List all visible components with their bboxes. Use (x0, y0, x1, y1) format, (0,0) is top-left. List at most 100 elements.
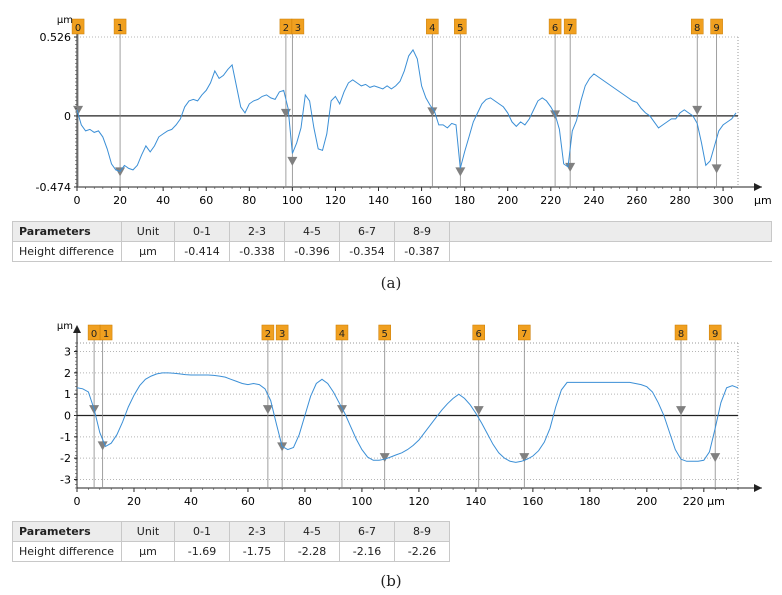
header-6-7: 6-7 (339, 221, 395, 242)
x-tick-label: 20 (113, 194, 127, 207)
marker-flag (690, 18, 704, 35)
marker-triangle (692, 105, 703, 115)
row-value-0-1: -0.414 (174, 241, 230, 262)
x-tick-label: 180 (454, 194, 475, 207)
marker-label: 3 (295, 23, 301, 34)
x-tick-label: 220 μm (683, 495, 725, 508)
x-tick-label: 160 (522, 495, 543, 508)
header-6-7: 6-7 (339, 521, 395, 542)
marker-triangle (379, 453, 390, 463)
marker-flag (518, 324, 531, 341)
x-tick-label: 40 (156, 194, 170, 207)
x-tick-label: 200 (636, 495, 657, 508)
header-0-1: 0-1 (174, 221, 230, 242)
caption-b: (b) (380, 572, 402, 590)
marker-flag (378, 324, 391, 341)
row-value-6-7: -0.354 (339, 241, 395, 262)
x-tick-label: 120 (325, 194, 346, 207)
header-4-5: 4-5 (284, 521, 340, 542)
x-axis-label: μm (754, 194, 772, 207)
marker-triangle (565, 162, 576, 172)
marker-flag (674, 324, 688, 341)
marker-triangle (97, 441, 108, 451)
marker-triangle (287, 156, 298, 166)
marker-flag (113, 18, 127, 35)
y-tick-label: -1 (60, 431, 71, 444)
x-tick-label: 220 (540, 194, 561, 207)
y-tick-label: -2 (60, 452, 71, 465)
table-row: Height difference μm -1.69 -1.75 -2.28 -… (12, 541, 450, 562)
marker-label: 8 (678, 329, 684, 340)
header-parameters: Parameters (12, 221, 122, 242)
marker-label: 5 (382, 329, 388, 340)
marker-label: 2 (283, 23, 289, 34)
marker-flag (563, 18, 577, 35)
row-value-0-1: -1.69 (174, 541, 230, 562)
row-value-4-5: -2.28 (284, 541, 340, 562)
marker-flag (71, 18, 85, 35)
marker-triangle (519, 453, 530, 463)
marker-label: 8 (694, 23, 700, 34)
header-4-5: 4-5 (284, 221, 340, 242)
marker-flag (708, 324, 722, 341)
y-tick-label: 1 (64, 388, 71, 401)
header-0-1: 0-1 (174, 521, 230, 542)
x-tick-label: 100 (351, 495, 372, 508)
marker-label: 6 (476, 329, 482, 340)
marker-triangle (280, 108, 291, 118)
y-tick-label: 2 (64, 367, 71, 380)
row-label: Height difference (12, 241, 122, 262)
header-unit: Unit (121, 221, 175, 242)
header-parameters: Parameters (12, 521, 122, 542)
marker-flag (291, 18, 305, 35)
x-tick-label: 60 (199, 194, 213, 207)
x-tick-label: 80 (242, 194, 256, 207)
y-tick-label: -0.474 (36, 181, 71, 194)
marker-flag (548, 18, 562, 35)
marker-triangle (710, 453, 721, 463)
row-label: Height difference (12, 541, 122, 562)
marker-label: 7 (567, 23, 573, 34)
marker-label: 4 (339, 329, 345, 340)
marker-triangle (336, 405, 347, 415)
marker-label: 3 (279, 329, 285, 340)
series-line (76, 48, 737, 172)
y-tick-label: 0.526 (40, 31, 72, 44)
x-tick-label: 80 (298, 495, 312, 508)
row-fill (449, 241, 772, 262)
marker-label: 1 (103, 329, 109, 340)
x-tick-label: 120 (408, 495, 429, 508)
y-tick-label: -3 (60, 473, 71, 486)
row-value-4-5: -0.396 (284, 241, 340, 262)
marker-triangle (427, 107, 438, 117)
marker-label: 7 (521, 329, 527, 340)
header-8-9: 8-9 (394, 221, 450, 242)
marker-label: 4 (429, 23, 435, 34)
x-tick-label: 260 (626, 194, 647, 207)
marker-triangle (676, 406, 687, 416)
x-tick-label: 200 (497, 194, 518, 207)
row-value-6-7: -2.16 (339, 541, 395, 562)
row-unit: μm (121, 241, 175, 262)
x-tick-label: 300 (713, 194, 734, 207)
caption-a: (a) (380, 274, 402, 292)
header-8-9: 8-9 (394, 521, 450, 542)
x-tick-label: 140 (465, 495, 486, 508)
header-2-3: 2-3 (229, 521, 285, 542)
y-tick-label: 0 (64, 110, 71, 123)
row-value-8-9: -2.26 (394, 541, 450, 562)
marker-flag (99, 324, 113, 341)
y-axis-label: μm (57, 15, 73, 26)
marker-triangle (473, 406, 484, 416)
header-fill (449, 221, 772, 242)
x-tick-label: 240 (583, 194, 604, 207)
table-header-row: Parameters Unit 0-1 2-3 4-5 6-7 8-9 (12, 521, 450, 542)
y-axis-label: μm (57, 321, 73, 332)
marker-label: 0 (91, 329, 97, 340)
marker-flag (710, 18, 723, 35)
row-value-8-9: -0.387 (394, 241, 450, 262)
marker-triangle (455, 167, 466, 177)
table-header-row: Parameters Unit 0-1 2-3 4-5 6-7 8-9 (12, 221, 772, 242)
x-tick-label: 280 (670, 194, 691, 207)
